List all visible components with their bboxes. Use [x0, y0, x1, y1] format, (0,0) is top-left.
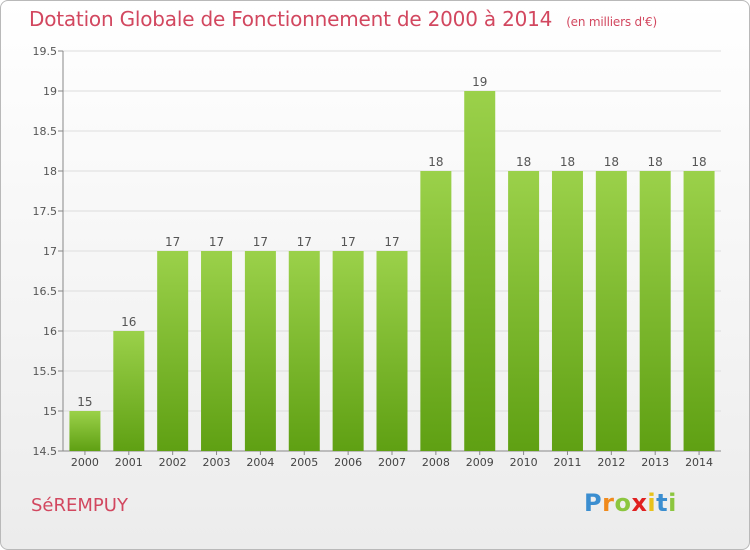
y-tick-label: 18.5 [33, 125, 58, 138]
y-tick-label: 16 [43, 325, 57, 338]
logo-letter: t [656, 489, 669, 517]
data-label-2005: 17 [297, 235, 312, 249]
data-label-2000: 15 [77, 395, 92, 409]
logo-letter: x [631, 489, 648, 517]
bar-2013 [639, 171, 671, 451]
bars [69, 91, 715, 451]
bar-2009 [464, 91, 496, 451]
y-tick-label: 19 [43, 85, 57, 98]
chart-title: Dotation Globale de Fonctionnement de 20… [29, 7, 657, 31]
x-tick-label-2000: 2000 [71, 456, 99, 469]
y-tick-label: 15.5 [33, 365, 58, 378]
bar-2006 [332, 251, 364, 451]
bar-2000 [69, 411, 101, 451]
bar-2002 [157, 251, 189, 451]
labels: 15 2000 16 2001 17 2002 17 2003 17 2004 17 2005 17 20… [71, 75, 713, 469]
logo-letter: i [668, 489, 677, 517]
y-tick-label: 15 [43, 405, 57, 418]
bar-2003 [201, 251, 233, 451]
x-tick-label-2011: 2011 [553, 456, 581, 469]
data-label-2014: 18 [691, 155, 706, 169]
x-tick-label-2002: 2002 [159, 456, 187, 469]
data-label-2003: 17 [209, 235, 224, 249]
y-tick-label: 14.5 [33, 445, 58, 458]
bar-2012 [595, 171, 627, 451]
y-tick-label: 16.5 [33, 285, 58, 298]
x-tick-label-2013: 2013 [641, 456, 669, 469]
y-tick-label: 18 [43, 165, 57, 178]
logo-letter: i [647, 489, 657, 517]
bar-2008 [420, 171, 452, 451]
x-tick-label-2001: 2001 [115, 456, 143, 469]
data-label-2008: 18 [428, 155, 443, 169]
data-label-2013: 18 [648, 155, 663, 169]
chart-title-text: Dotation Globale de Fonctionnement de 20… [29, 7, 553, 31]
x-tick-label-2004: 2004 [246, 456, 274, 469]
bar-2010 [508, 171, 540, 451]
bar-2005 [288, 251, 320, 451]
proxiti-logo: Proxiti [584, 489, 677, 517]
bar-2014 [683, 171, 715, 451]
logo-letter: o [614, 489, 632, 517]
bar-2004 [244, 251, 276, 451]
bar-2007 [376, 251, 408, 451]
x-tick-label-2014: 2014 [685, 456, 713, 469]
bar-2001 [113, 331, 145, 451]
data-label-2002: 17 [165, 235, 180, 249]
data-label-2001: 16 [121, 315, 136, 329]
commune-name: SéREMPUY [31, 495, 128, 516]
logo-letter: r [602, 489, 615, 517]
x-tick-label-2010: 2010 [510, 456, 538, 469]
bar-2011 [551, 171, 583, 451]
data-label-2006: 17 [340, 235, 355, 249]
data-label-2012: 18 [604, 155, 619, 169]
logo-letter: P [584, 489, 603, 517]
x-tick-label-2007: 2007 [378, 456, 406, 469]
unit-label: (en milliers d'€) [566, 15, 657, 29]
data-label-2009: 19 [472, 75, 487, 89]
x-tick-label-2006: 2006 [334, 456, 362, 469]
y-tick-label: 17 [43, 245, 57, 258]
x-tick-label-2005: 2005 [290, 456, 318, 469]
x-tick-label-2012: 2012 [597, 456, 625, 469]
data-label-2004: 17 [253, 235, 268, 249]
data-label-2010: 18 [516, 155, 531, 169]
x-tick-label-2003: 2003 [203, 456, 231, 469]
x-tick-label-2009: 2009 [466, 456, 494, 469]
data-label-2007: 17 [384, 235, 399, 249]
y-tick-label: 17.5 [33, 205, 58, 218]
y-tick-label: 19.5 [33, 45, 58, 58]
x-tick-label-2008: 2008 [422, 456, 450, 469]
data-label-2011: 18 [560, 155, 575, 169]
